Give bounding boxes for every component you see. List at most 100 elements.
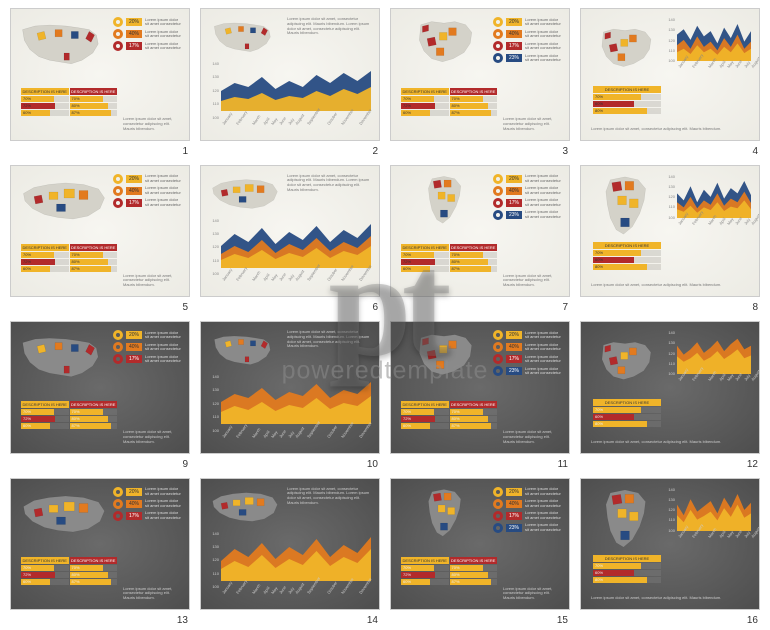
slide-number: 6 bbox=[372, 302, 378, 313]
data-table: DESCRIPTION IS HERE DESCRIPTION IS HERE7… bbox=[21, 557, 117, 585]
slide-thumbnail[interactable]: 140130120110100 JanuaryFebruaryMarchApri… bbox=[580, 478, 760, 625]
data-table: DESCRIPTION IS HERE 70% 60% 80% bbox=[593, 242, 661, 270]
slide-thumbnail[interactable]: 20% Lorem ipsum dolorsit amet consectetu… bbox=[390, 165, 570, 312]
table-row: 80% bbox=[593, 421, 661, 427]
legend-pct: 20% bbox=[126, 488, 142, 496]
legend-row: 23% Lorem ipsum dolorsit amet consectetu… bbox=[493, 210, 561, 220]
slide-number: 16 bbox=[747, 615, 758, 626]
table-row: 87% bbox=[450, 423, 498, 429]
donut-icon bbox=[493, 330, 503, 340]
table-row: 70% bbox=[593, 563, 661, 569]
slide-thumbnail[interactable]: 20% Lorem ipsum dolorsit amet consectetu… bbox=[390, 321, 570, 468]
legend-row: 17% Lorem ipsum dolorsit amet consectetu… bbox=[493, 41, 561, 51]
legend-row: 17% Lorem ipsum dolorsit amet consectetu… bbox=[113, 354, 181, 364]
legend-row: 20% Lorem ipsum dolorsit amet consectetu… bbox=[113, 487, 181, 497]
legend-row: 23% Lorem ipsum dolorsit amet consectetu… bbox=[493, 366, 561, 376]
data-table: DESCRIPTION IS HERE DESCRIPTION IS HERE7… bbox=[21, 401, 117, 429]
map-africa bbox=[399, 487, 489, 541]
caption-text: Lorem ipsum dolor sit amet, consectetur … bbox=[503, 274, 561, 288]
legend-row: 20% Lorem ipsum dolorsit amet consectetu… bbox=[493, 487, 561, 497]
slide-number: 7 bbox=[562, 302, 568, 313]
slide-thumbnail[interactable]: Lorem ipsum dolor sit amet, consectetur … bbox=[200, 321, 380, 468]
slide-thumbnail[interactable]: 20% Lorem ipsum dolorsit amet consectetu… bbox=[10, 8, 190, 155]
table-header: DESCRIPTION IS HERE bbox=[21, 88, 69, 95]
slide-thumbnail[interactable]: 140130120110100 JanuaryFebruaryMarchApri… bbox=[580, 8, 760, 155]
slide-number: 4 bbox=[752, 146, 758, 157]
map-africa bbox=[589, 174, 661, 240]
legend: 20% Lorem ipsum dolorsit amet consectetu… bbox=[113, 330, 181, 364]
table-row: 80% bbox=[450, 416, 498, 422]
table-row: 70% bbox=[401, 96, 449, 102]
legend-row: 17% Lorem ipsum dolorsit amet consectetu… bbox=[493, 511, 561, 521]
map-usa bbox=[209, 17, 281, 57]
legend-pct: 23% bbox=[506, 524, 522, 532]
x-axis: JanuaryFebruaryMarchAprilMayJuneJulyAugu… bbox=[221, 433, 371, 445]
table-row: 72% bbox=[21, 416, 69, 422]
slide-grid: 20% Lorem ipsum dolorsit amet consectetu… bbox=[0, 0, 770, 630]
legend-text: Lorem ipsum dolorsit amet consectetur bbox=[525, 523, 561, 532]
table-row: 70% bbox=[401, 565, 449, 571]
slide-thumbnail[interactable]: 20% Lorem ipsum dolorsit amet consectetu… bbox=[390, 478, 570, 625]
caption-text: Lorem ipsum dolor sit amet, consectetur … bbox=[503, 430, 561, 444]
table-row: 72% bbox=[21, 103, 69, 109]
table-row: 80% bbox=[450, 572, 498, 578]
slide-number: 14 bbox=[367, 615, 378, 626]
slide-thumbnail[interactable]: 140130120110100 JanuaryFebruaryMarchApri… bbox=[580, 165, 760, 312]
table-header: DESCRIPTION IS HERE bbox=[401, 88, 449, 95]
legend-text: Lorem ipsum dolorsit amet consectetur bbox=[525, 355, 561, 364]
slide-thumbnail[interactable]: 20% Lorem ipsum dolorsit amet consectetu… bbox=[10, 321, 190, 468]
slide-thumbnail[interactable]: Lorem ipsum dolor sit amet, consectetur … bbox=[200, 8, 380, 155]
donut-icon bbox=[113, 41, 123, 51]
table-row: 60% bbox=[593, 414, 661, 420]
table-row: 70% bbox=[450, 565, 498, 571]
slide-thumbnail[interactable]: Lorem ipsum dolor sit amet, consectetur … bbox=[200, 478, 380, 625]
legend-pct: 20% bbox=[126, 175, 142, 183]
legend-text: Lorem ipsum dolorsit amet consectetur bbox=[525, 331, 561, 340]
table-row: 60% bbox=[401, 266, 449, 272]
table-row: 87% bbox=[450, 579, 498, 585]
table-header: DESCRIPTION IS HERE bbox=[70, 244, 118, 251]
table-header: DESCRIPTION IS HERE bbox=[21, 244, 69, 251]
slide-thumbnail[interactable]: Lorem ipsum dolor sit amet, consectetur … bbox=[200, 165, 380, 312]
table-header: DESCRIPTION IS HERE bbox=[70, 88, 118, 95]
table-header: DESCRIPTION IS HERE bbox=[450, 244, 498, 251]
slide-number: 2 bbox=[372, 146, 378, 157]
legend-text: Lorem ipsum dolorsit amet consectetur bbox=[145, 343, 181, 352]
area-chart: 140130120110100 JanuaryFebruaryMarchApri… bbox=[665, 174, 751, 232]
legend-text: Lorem ipsum dolorsit amet consectetur bbox=[145, 511, 181, 520]
area-chart: 140130120110100 JanuaryFebruaryMarchApri… bbox=[665, 487, 751, 545]
caption-text: Lorem ipsum dolor sit amet, consectetur … bbox=[591, 283, 749, 288]
legend-text: Lorem ipsum dolorsit amet consectetur bbox=[525, 186, 561, 195]
legend-pct: 20% bbox=[506, 488, 522, 496]
table-header: DESCRIPTION IS HERE bbox=[450, 401, 498, 408]
table-row: 60% bbox=[593, 257, 661, 263]
donut-icon bbox=[113, 354, 123, 364]
area-chart: 140130120110100 JanuaryFebruaryMarchApri… bbox=[665, 330, 751, 388]
donut-icon bbox=[493, 354, 503, 364]
donut-icon bbox=[113, 174, 123, 184]
table-row: 60% bbox=[593, 570, 661, 576]
table-header: DESCRIPTION IS HERE bbox=[450, 557, 498, 564]
slide-thumbnail[interactable]: 20% Lorem ipsum dolorsit amet consectetu… bbox=[10, 478, 190, 625]
table-row: 80% bbox=[450, 103, 498, 109]
legend-pct: 17% bbox=[126, 199, 142, 207]
legend-row: 40% Lorem ipsum dolorsit amet consectetu… bbox=[493, 29, 561, 39]
slide-number: 11 bbox=[558, 459, 568, 470]
y-axis: 140130120110100 bbox=[665, 174, 675, 220]
slide-thumbnail[interactable]: 20% Lorem ipsum dolorsit amet consectetu… bbox=[10, 165, 190, 312]
table-row: 70% bbox=[593, 407, 661, 413]
data-table: DESCRIPTION IS HERE 70% 60% 80% bbox=[593, 86, 661, 114]
table-row: 60% bbox=[401, 423, 449, 429]
legend-text: Lorem ipsum dolorsit amet consectetur bbox=[525, 174, 561, 183]
table-header: DESCRIPTION IS HERE bbox=[593, 86, 661, 93]
table-row: 70% bbox=[593, 250, 661, 256]
slide-thumbnail[interactable]: 20% Lorem ipsum dolorsit amet consectetu… bbox=[390, 8, 570, 155]
slide-number: 1 bbox=[182, 146, 188, 157]
slide-thumbnail[interactable]: 140130120110100 JanuaryFebruaryMarchApri… bbox=[580, 321, 760, 468]
table-row: 72% bbox=[401, 259, 449, 265]
legend-text: Lorem ipsum dolorsit amet consectetur bbox=[525, 18, 561, 27]
legend: 20% Lorem ipsum dolorsit amet consectetu… bbox=[493, 17, 561, 63]
table-row: 70% bbox=[21, 96, 69, 102]
legend-pct: 17% bbox=[126, 355, 142, 363]
slide-number: 10 bbox=[367, 459, 378, 470]
